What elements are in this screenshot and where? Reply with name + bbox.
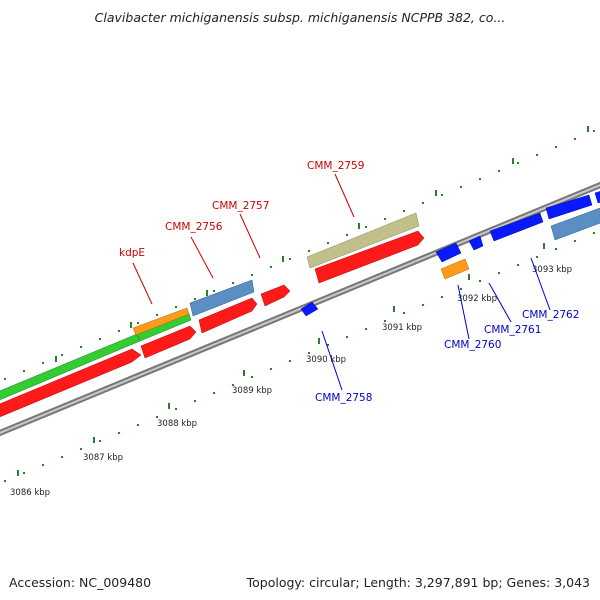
tick-label-3088: 3088 kbp bbox=[157, 419, 197, 429]
label-cmm-2761: CMM_2761 bbox=[484, 324, 541, 336]
gene-reverse-2758 bbox=[300, 301, 319, 317]
feature-lanes bbox=[0, 212, 420, 401]
label-connectors bbox=[132, 173, 551, 391]
inner-tick-row bbox=[4, 232, 595, 482]
gene-forward-2757 bbox=[260, 284, 291, 307]
label-cmm-2757: CMM_2757 bbox=[212, 200, 269, 212]
tick-label-3093: 3093 kbp bbox=[532, 265, 572, 275]
tick-labels: 3086 kbp 3087 kbp 3088 kbp 3089 kbp 3090… bbox=[10, 265, 572, 498]
label-cmm-2762: CMM_2762 bbox=[522, 309, 579, 321]
feature-orange-2 bbox=[440, 258, 470, 280]
gene-labels: kdpE CMM_2756 CMM_2757 CMM_2759 CMM_2758… bbox=[119, 160, 579, 404]
tick-label-3091: 3091 kbp bbox=[382, 323, 422, 333]
feature-steelblue-1 bbox=[189, 279, 255, 317]
tick-label-3092: 3092 kbp bbox=[457, 294, 497, 304]
gene-reverse-2760 bbox=[435, 242, 462, 263]
outer-tick-row bbox=[4, 126, 595, 380]
feature-orange bbox=[132, 307, 190, 336]
genome-summary-text: Topology: circular; Length: 3,297,891 bp… bbox=[246, 575, 590, 590]
forward-strand-genes bbox=[0, 230, 425, 418]
label-cmm-2756: CMM_2756 bbox=[165, 221, 223, 233]
gene-forward-kdpe bbox=[140, 325, 197, 359]
label-cmm-2759: CMM_2759 bbox=[307, 160, 364, 172]
label-kdpe: kdpE bbox=[119, 247, 145, 259]
label-cmm-2760: CMM_2760 bbox=[444, 339, 501, 351]
feature-green-long bbox=[0, 333, 141, 401]
gene-reverse-2760b bbox=[468, 235, 484, 251]
tick-label-3087: 3087 kbp bbox=[83, 453, 123, 463]
reverse-strand-genes bbox=[300, 191, 600, 317]
accession-text: Accession: NC_009480 bbox=[9, 575, 152, 590]
gene-reverse-edge bbox=[594, 191, 600, 204]
gene-forward-2756 bbox=[198, 297, 258, 334]
gene-reverse-2761 bbox=[489, 212, 544, 242]
tick-label-3089: 3089 kbp bbox=[232, 386, 272, 396]
feature-khaki bbox=[306, 212, 420, 269]
gene-reverse-2762 bbox=[545, 194, 593, 220]
gene-forward-2759 bbox=[314, 230, 425, 284]
label-cmm-2758: CMM_2758 bbox=[315, 392, 372, 404]
tick-label-3090: 3090 kbp bbox=[306, 355, 346, 365]
gene-forward-left bbox=[0, 348, 142, 418]
map-title: Clavibacter michiganensis subsp. michiga… bbox=[94, 10, 506, 25]
backbone bbox=[0, 181, 600, 437]
feature-steelblue-2 bbox=[550, 207, 600, 241]
tick-label-3086: 3086 kbp bbox=[10, 488, 50, 498]
